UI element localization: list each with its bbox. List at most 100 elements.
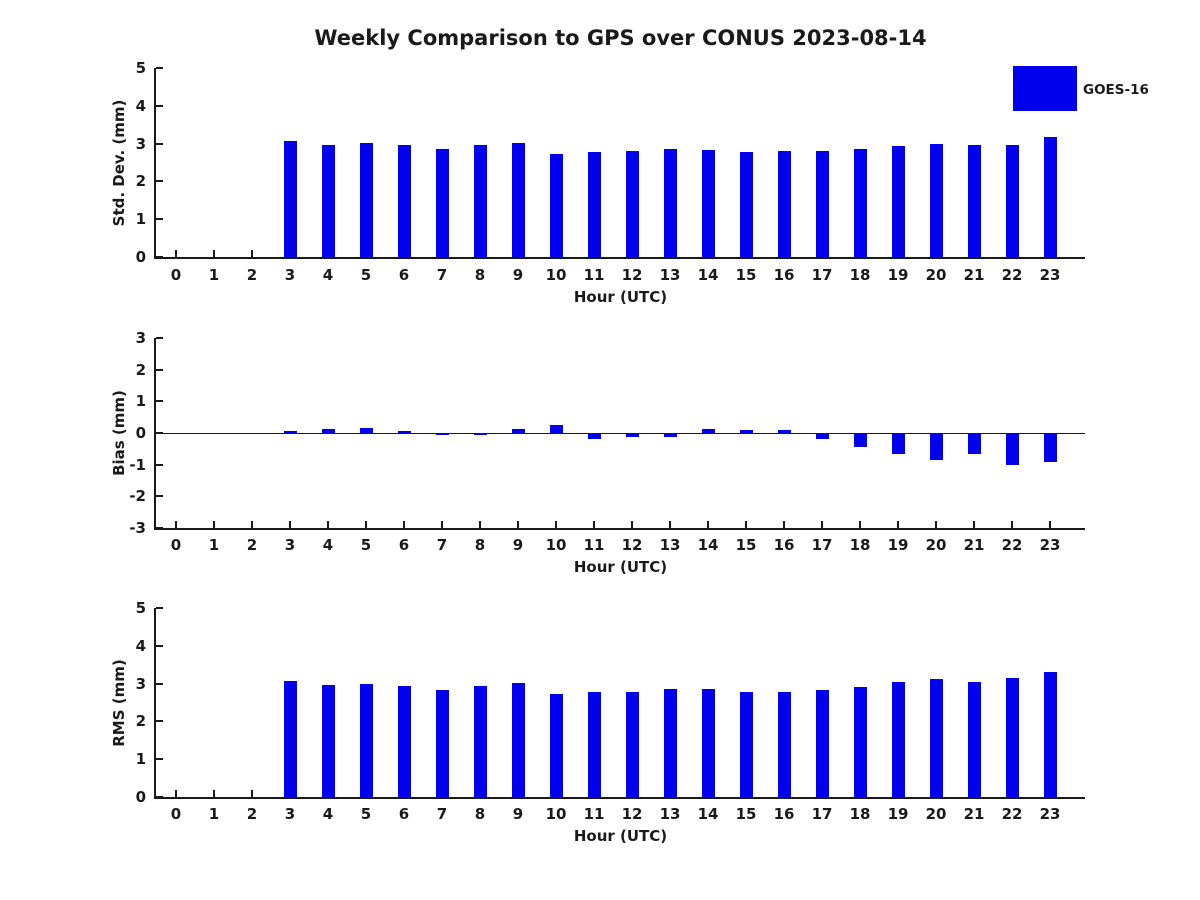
- rms-x-tick: [175, 790, 177, 797]
- bias-x-tick: [859, 521, 861, 528]
- stddev-bar-h22: [1005, 144, 1019, 257]
- stddev-x-tick-label: 21: [963, 266, 985, 284]
- bias-x-tick-label: 22: [1001, 536, 1023, 554]
- bias-x-tick: [327, 521, 329, 528]
- stddev-x-tick-label: 18: [849, 266, 871, 284]
- bias-x-tick: [403, 521, 405, 528]
- bias-y-tick-label: 3: [135, 329, 146, 347]
- stddev-bar-h11: [587, 152, 601, 257]
- rms-x-tick-label: 0: [170, 805, 182, 823]
- rms-x-tick-label: 6: [398, 805, 410, 823]
- stddev-y-axis-line: [154, 68, 156, 259]
- rms-bar-h15: [739, 691, 753, 797]
- rms-x-tick-label: 5: [360, 805, 372, 823]
- rms-x-tick-label: 23: [1039, 805, 1061, 823]
- stddev-y-tick: [156, 218, 163, 221]
- stddev-x-tick-label: 3: [284, 266, 296, 284]
- stddev-x-tick: [213, 250, 215, 257]
- rms-x-tick-label: 19: [887, 805, 909, 823]
- bias-bar-h5: [359, 427, 373, 433]
- rms-x-tick-label: 12: [621, 805, 643, 823]
- rms-x-axis-title: Hour (UTC): [573, 827, 668, 845]
- stddev-y-tick: [156, 180, 163, 183]
- stddev-x-tick-label: 9: [512, 266, 524, 284]
- bias-x-tick-label: 20: [925, 536, 947, 554]
- rms-x-tick-label: 14: [697, 805, 719, 823]
- bias-x-tick: [365, 521, 367, 528]
- stddev-bar-h14: [701, 150, 715, 257]
- bias-x-tick-label: 7: [436, 536, 448, 554]
- bias-bar-h12: [625, 433, 639, 437]
- stddev-bar-h5: [359, 142, 373, 257]
- stddev-x-tick: [251, 250, 253, 257]
- rms-y-tick: [156, 758, 163, 761]
- stddev-y-tick: [156, 104, 163, 107]
- bias-x-tick: [821, 521, 823, 528]
- bias-bar-h17: [815, 433, 829, 440]
- bias-y-axis-label: Bias (mm): [110, 390, 128, 476]
- bias-x-tick: [289, 521, 291, 528]
- bias-x-tick: [935, 521, 937, 528]
- bias-x-tick-label: 1: [208, 536, 220, 554]
- stddev-x-tick-label: 1: [208, 266, 220, 284]
- stddev-y-tick: [156, 67, 163, 69]
- rms-x-tick-label: 10: [545, 805, 567, 823]
- stddev-x-tick-label: 23: [1039, 266, 1061, 284]
- bias-y-tick: [156, 337, 163, 339]
- bias-x-tick-label: 8: [474, 536, 486, 554]
- bias-bar-h7: [435, 433, 449, 435]
- bias-bar-h13: [663, 433, 677, 438]
- rms-x-tick-label: 18: [849, 805, 871, 823]
- rms-bar-h5: [359, 683, 373, 797]
- stddev-bar-h4: [321, 145, 335, 257]
- stddev-y-tick-label: 0: [135, 248, 146, 266]
- bias-x-tick-label: 9: [512, 536, 524, 554]
- bias-x-tick: [631, 521, 633, 528]
- bias-x-tick-label: 16: [773, 536, 795, 554]
- rms-y-axis-label: RMS (mm): [110, 658, 128, 747]
- bias-bar-h11: [587, 433, 601, 439]
- bias-bar-h15: [739, 429, 753, 433]
- rms-x-tick-label: 22: [1001, 805, 1023, 823]
- bias-y-tick-label: 2: [135, 360, 146, 379]
- rms-bar-h11: [587, 691, 601, 797]
- bias-x-tick: [1011, 521, 1013, 528]
- bias-bar-h19: [891, 433, 905, 454]
- bias-x-tick: [593, 521, 595, 528]
- bias-x-tick: [745, 521, 747, 528]
- rms-x-tick-label: 4: [322, 805, 334, 823]
- bias-x-axis-line: [154, 528, 1085, 530]
- stddev-x-tick: [175, 250, 177, 257]
- bias-x-tick-label: 10: [545, 536, 567, 554]
- rms-y-tick-label: 1: [135, 750, 146, 769]
- bias-bar-h21: [967, 433, 981, 454]
- stddev-y-axis-label: Std. Dev. (mm): [110, 99, 128, 226]
- stddev-x-tick-label: 11: [583, 266, 605, 284]
- stddev-x-tick-label: 6: [398, 266, 410, 284]
- bias-y-tick: [156, 368, 163, 371]
- rms-x-tick-label: 13: [659, 805, 681, 823]
- bias-x-tick-label: 14: [697, 536, 719, 554]
- stddev-bar-h17: [815, 150, 829, 257]
- rms-y-tick-label: 4: [135, 636, 146, 655]
- bias-x-tick-label: 4: [322, 536, 334, 554]
- stddev-x-tick-label: 5: [360, 266, 372, 284]
- stddev-x-tick-label: 19: [887, 266, 909, 284]
- bias-bar-h16: [777, 429, 791, 433]
- rms-y-tick: [156, 720, 163, 723]
- stddev-bar-h21: [967, 145, 981, 257]
- bias-y-tick: [156, 527, 163, 529]
- bias-x-tick: [441, 521, 443, 528]
- stddev-x-tick-label: 17: [811, 266, 833, 284]
- stddev-x-tick-label: 10: [545, 266, 567, 284]
- legend-label: GOES-16: [1083, 82, 1149, 98]
- bias-x-tick-label: 3: [284, 536, 296, 554]
- stddev-x-tick-label: 0: [170, 266, 182, 284]
- bias-x-tick-label: 2: [246, 536, 258, 554]
- rms-bar-h3: [283, 681, 297, 797]
- stddev-bar-h13: [663, 148, 677, 257]
- bias-y-tick: [156, 400, 163, 403]
- stddev-y-tick-label: 2: [135, 172, 146, 191]
- figure-title: Weekly Comparison to GPS over CONUS 2023…: [314, 26, 927, 50]
